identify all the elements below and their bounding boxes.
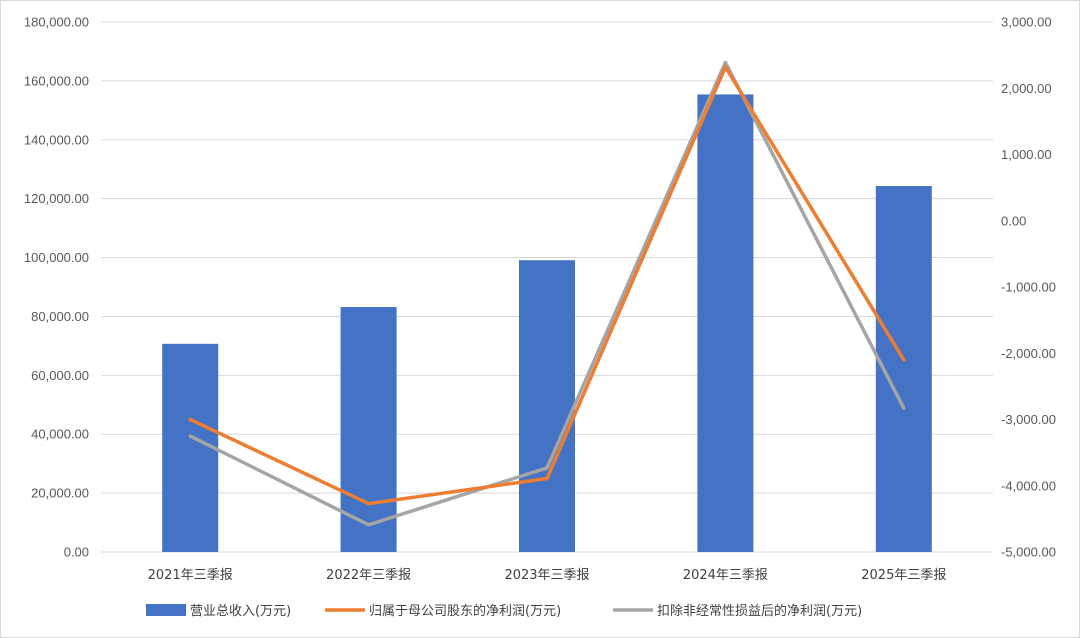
left-axis-ticks: 0.00 20,000.00 40,000.00 60,000.00 80,000.00… xyxy=(24,15,89,560)
bar xyxy=(519,260,575,552)
left-tick-label: 160,000.00 xyxy=(24,73,89,88)
legend-swatch-bar xyxy=(146,604,186,616)
series-line xyxy=(188,65,906,506)
right-tick-label: 3,000.00 xyxy=(1001,15,1052,30)
line-series xyxy=(188,60,906,527)
left-tick-label: 120,000.00 xyxy=(24,191,89,206)
bar-series xyxy=(162,94,932,552)
left-tick-label: 140,000.00 xyxy=(24,132,89,147)
legend: 营业总收入(万元) 归属于母公司股东的净利润(万元) 扣除非经常性损益后的净利润(万… xyxy=(146,603,862,619)
right-tick-label: 0.00 xyxy=(1001,213,1026,228)
right-axis-ticks: -5,000.00 -4,000.00 -3,000.00 -2,000.00 -1,0… xyxy=(1001,15,1056,560)
right-tick-label: -3,000.00 xyxy=(1001,412,1056,427)
right-tick-label: -2,000.00 xyxy=(1001,346,1056,361)
category-labels: 2021年三季报 2022年三季报 2023年三季报 2024年三季报 2025年三季报 xyxy=(148,568,947,583)
category-label: 2021年三季报 xyxy=(148,568,233,583)
category-label: 2024年三季报 xyxy=(683,568,768,583)
left-tick-label: 40,000.00 xyxy=(31,427,89,442)
right-tick-label: -4,000.00 xyxy=(1001,478,1056,493)
right-tick-label: 2,000.00 xyxy=(1001,81,1052,96)
category-label: 2022年三季报 xyxy=(326,568,411,583)
series-line xyxy=(188,60,906,527)
right-tick-label: -1,000.00 xyxy=(1001,280,1056,295)
bar xyxy=(697,94,754,552)
legend-label: 归属于母公司股东的净利润(万元) xyxy=(369,603,561,619)
legend-label: 扣除非经常性损益后的净利润(万元) xyxy=(657,603,862,619)
left-tick-label: 60,000.00 xyxy=(31,368,89,383)
left-tick-label: 0.00 xyxy=(64,545,89,560)
bar xyxy=(340,307,397,552)
bar xyxy=(162,343,219,552)
left-tick-label: 180,000.00 xyxy=(24,15,89,30)
right-tick-label: -5,000.00 xyxy=(1001,545,1056,560)
left-tick-label: 80,000.00 xyxy=(31,309,89,324)
category-label: 2025年三季报 xyxy=(861,568,946,583)
legend-label: 营业总收入(万元) xyxy=(190,604,291,619)
right-tick-label: 1,000.00 xyxy=(1001,147,1052,162)
left-tick-label: 20,000.00 xyxy=(31,486,89,501)
category-label: 2023年三季报 xyxy=(504,568,589,583)
left-tick-label: 100,000.00 xyxy=(24,250,89,265)
